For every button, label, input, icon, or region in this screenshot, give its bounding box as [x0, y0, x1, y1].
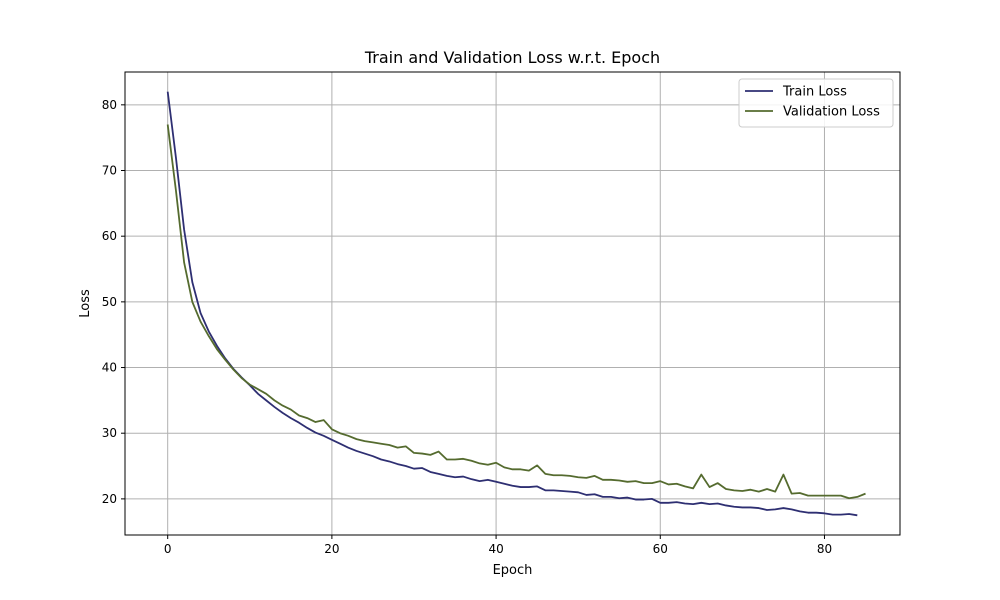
- chart-title: Train and Validation Loss w.r.t. Epoch: [364, 48, 660, 67]
- series-line-validation-loss: [166, 124, 866, 500]
- y-tick-label: 60: [102, 229, 117, 243]
- y-tick-label: 40: [102, 361, 117, 375]
- grid: [125, 72, 900, 535]
- x-tick-label: 60: [653, 542, 668, 556]
- x-tick-label: 40: [488, 542, 503, 556]
- y-tick-label: 30: [102, 426, 117, 440]
- x-tick-label: 20: [324, 542, 339, 556]
- plot-frame: [124, 71, 901, 536]
- x-tick-label: 0: [164, 542, 172, 556]
- ticks: 0 20 40 60 80 20 30 40 50 60 70 80: [102, 98, 832, 556]
- y-tick-label: 70: [102, 164, 117, 178]
- legend-box: [738, 78, 894, 128]
- legend: Train Loss Validation Loss: [738, 78, 894, 128]
- x-tick-label: 80: [817, 542, 832, 556]
- series-line-train-loss: [166, 91, 858, 517]
- y-tick-label: 50: [102, 295, 117, 309]
- legend-label-train-loss: Train Loss: [782, 85, 847, 100]
- y-axis-label: Loss: [78, 289, 93, 318]
- legend-label-validation-loss: Validation Loss: [783, 105, 880, 120]
- y-tick-label: 80: [102, 98, 117, 112]
- series-layer: [166, 91, 866, 517]
- x-axis-label: Epoch: [493, 563, 533, 578]
- y-tick-label: 20: [102, 492, 117, 506]
